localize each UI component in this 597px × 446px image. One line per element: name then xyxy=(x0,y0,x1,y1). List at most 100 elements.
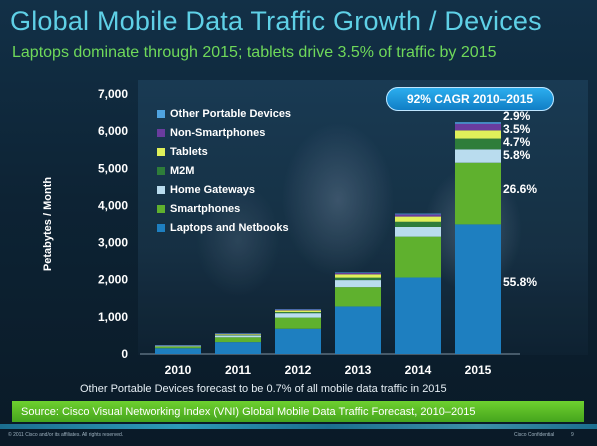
bar-segment-smartphones xyxy=(335,287,381,307)
bar-segment-other-portable-devices xyxy=(215,333,261,334)
cagr-badge: 92% CAGR 2010–2015 xyxy=(386,87,554,111)
bar-segment-non-smartphones xyxy=(395,214,441,217)
footer-confidential: Cisco Confidential xyxy=(514,432,555,438)
bar-segment-home-gateways xyxy=(335,280,381,288)
bar-segment-home-gateways xyxy=(155,346,201,347)
bar-segment-m2m xyxy=(215,334,261,336)
legend-item: Home Gateways xyxy=(157,180,291,199)
percentage-label: 55.8% xyxy=(503,275,537,289)
bar-segment-m2m xyxy=(335,277,381,281)
decorative-strip xyxy=(0,424,597,429)
y-tick-label: 0 xyxy=(121,347,128,361)
bar-segment-other-portable-devices xyxy=(335,272,381,273)
bar-segment-non-smartphones xyxy=(455,123,501,131)
bar-segment-laptops-and-netbooks xyxy=(395,277,441,354)
percentage-label: 2.9% xyxy=(503,109,531,123)
legend-swatch xyxy=(157,109,165,118)
bar-segment-smartphones xyxy=(395,236,441,278)
bar-segment-home-gateways xyxy=(455,149,501,163)
y-tick-label: 3,000 xyxy=(98,236,128,250)
legend-swatch xyxy=(157,147,165,156)
slide-title: Global Mobile Data Traffic Growth / Devi… xyxy=(10,6,542,36)
y-tick-label: 2,000 xyxy=(98,273,128,287)
bar-segment-m2m xyxy=(275,312,321,314)
bar-segment-non-smartphones xyxy=(275,309,321,311)
bar-segment-other-portable-devices xyxy=(275,309,321,310)
source-banner: Source: Cisco Visual Networking Index (V… xyxy=(12,401,584,422)
legend-label: Other Portable Devices xyxy=(170,107,292,120)
y-axis-label: Petabytes / Month xyxy=(42,177,54,271)
x-tick-label: 2012 xyxy=(285,363,312,377)
legend-label: Tablets xyxy=(170,145,208,158)
percentage-label: 3.5% xyxy=(503,122,531,136)
bar-segment-smartphones xyxy=(275,317,321,329)
legend-item: Smartphones xyxy=(157,199,291,218)
bar-segment-tablets xyxy=(455,130,501,139)
x-axis-ticks: 2010 2011 2012 2013 2014 2015 xyxy=(165,363,492,377)
bar-segment-laptops-and-netbooks xyxy=(335,306,381,354)
bar-stack-2014 xyxy=(395,213,441,354)
x-tick-label: 2011 xyxy=(225,363,251,377)
bar-stack-2011 xyxy=(215,333,261,354)
y-tick-label: 6,000 xyxy=(98,124,128,138)
legend-label: Home Gateways xyxy=(170,183,255,196)
bar-segment-non-smartphones xyxy=(335,272,381,275)
bar-segment-tablets xyxy=(215,334,261,335)
x-tick-label: 2013 xyxy=(345,363,372,377)
percentage-label: 5.8% xyxy=(503,148,531,162)
chart-legend: Other Portable Devices Non-Smartphones Tab… xyxy=(157,104,291,237)
legend-label: Laptops and Netbooks xyxy=(170,221,289,234)
legend-item: Laptops and Netbooks xyxy=(157,218,291,237)
bar-stack-2012 xyxy=(275,309,321,354)
x-tick-label: 2014 xyxy=(405,363,432,377)
legend-item: M2M xyxy=(157,161,291,180)
bar-segment-home-gateways xyxy=(395,226,441,237)
bar-segment-other-portable-devices xyxy=(155,345,201,346)
legend-item: Other Portable Devices xyxy=(157,104,291,123)
bar-segment-smartphones xyxy=(215,337,261,343)
bar-segment-home-gateways xyxy=(215,335,261,338)
legend-label: M2M xyxy=(170,164,195,177)
y-tick-label: 5,000 xyxy=(98,161,128,175)
legend-swatch xyxy=(157,204,165,213)
percentage-labels-2015: 2.9%3.5%4.7%5.8% 26.6% 55.8% xyxy=(503,109,537,289)
forecast-note: Other Portable Devices forecast to be 0.… xyxy=(80,383,447,395)
legend-item: Tablets xyxy=(157,142,291,161)
bar-segment-m2m xyxy=(455,138,501,150)
y-axis-title: Petabytes / Month xyxy=(42,177,54,271)
bar-segment-tablets xyxy=(335,274,381,278)
bar-segment-other-portable-devices xyxy=(455,122,501,124)
legend-swatch xyxy=(157,128,165,137)
bar-segment-laptops-and-netbooks xyxy=(215,342,261,354)
bar-segment-other-portable-devices xyxy=(395,213,441,215)
footer-page-number: 9 xyxy=(571,432,574,438)
percentage-label: 26.6% xyxy=(503,182,537,196)
legend-swatch xyxy=(157,223,165,232)
bar-segment-smartphones xyxy=(455,162,501,225)
legend-label: Smartphones xyxy=(170,202,241,215)
percentage-label: 4.7% xyxy=(503,135,531,149)
bar-segment-tablets xyxy=(155,345,201,347)
bar-stack-2015 xyxy=(455,122,501,354)
legend-label: Non-Smartphones xyxy=(170,126,266,139)
bar-segment-m2m xyxy=(395,221,441,227)
legend-item: Non-Smartphones xyxy=(157,123,291,142)
y-tick-label: 7,000 xyxy=(98,87,128,101)
stacked-bar-chart: Petabytes / Month 0 1,000 2,000 3,000 4,000 5… xyxy=(42,87,537,377)
bar-stack-2013 xyxy=(335,272,381,354)
bar-segment-laptops-and-netbooks xyxy=(455,224,501,354)
bar-segment-laptops-and-netbooks xyxy=(275,328,321,354)
legend-swatch xyxy=(157,166,165,175)
bar-segment-tablets xyxy=(395,216,441,222)
x-tick-label: 2010 xyxy=(165,363,192,377)
x-tick-label: 2015 xyxy=(465,363,492,377)
y-tick-label: 4,000 xyxy=(98,198,128,212)
slide-subtitle: Laptops dominate through 2015; tablets d… xyxy=(12,44,497,61)
legend-swatch xyxy=(157,185,165,194)
bar-stacks xyxy=(155,122,501,354)
footer-copyright: © 2011 Cisco and/or its affiliates. All … xyxy=(8,432,124,438)
bar-segment-smartphones xyxy=(155,346,201,349)
y-axis-ticks: 0 1,000 2,000 3,000 4,000 5,000 6,000 7,000 xyxy=(98,87,128,361)
bar-segment-tablets xyxy=(275,310,321,313)
